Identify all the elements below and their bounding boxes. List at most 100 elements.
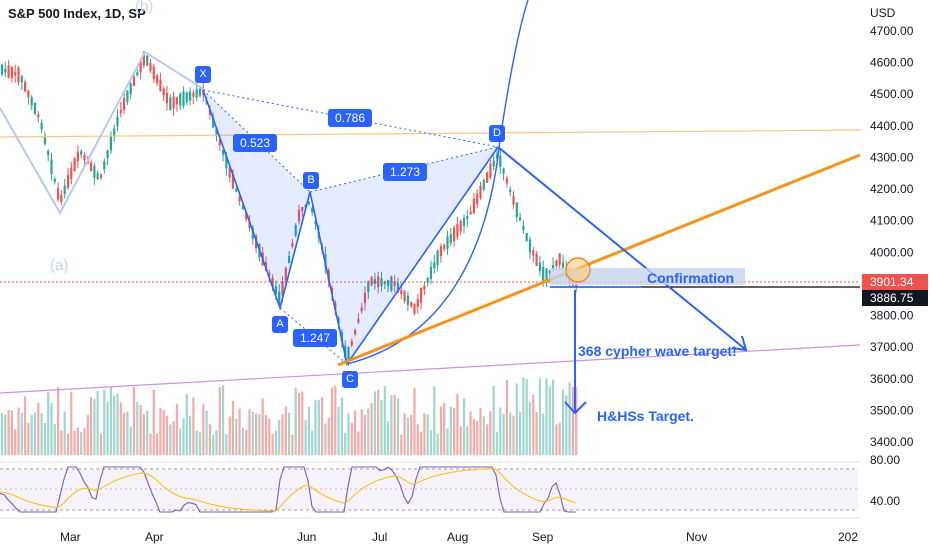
- price-tick: 4300.00: [870, 150, 914, 164]
- candle-body: [344, 345, 347, 358]
- candle-body: [548, 269, 551, 274]
- price-axis: 4700.00 4600.00 4500.00 4400.00 4300.00 4200.…: [870, 24, 914, 449]
- candle-body: [489, 163, 492, 178]
- candle-body: [288, 256, 291, 263]
- candle-body: [14, 72, 17, 76]
- candle-body: [383, 281, 386, 284]
- candle-body: [476, 193, 479, 205]
- candle-body: [429, 266, 433, 279]
- volume-bar: [400, 434, 403, 455]
- candle-body: [387, 280, 390, 287]
- candle-body: [443, 244, 446, 250]
- candle-body: [139, 60, 142, 73]
- volume-bar: [17, 407, 20, 455]
- candle-body: [363, 292, 367, 304]
- volume-bar: [99, 433, 103, 455]
- volume-bar: [241, 427, 244, 455]
- candle-body: [218, 139, 221, 146]
- candle-body: [314, 221, 317, 225]
- volume-bar: [136, 402, 139, 455]
- volume-bar: [423, 413, 426, 455]
- point-x[interactable]: X: [195, 66, 211, 83]
- volume-bar: [24, 396, 27, 455]
- candle-body: [406, 295, 409, 306]
- candle-body: [116, 116, 119, 127]
- point-a[interactable]: A: [272, 316, 288, 333]
- volume-bar: [198, 432, 202, 455]
- candle-body: [311, 208, 314, 213]
- volume-bar: [327, 417, 330, 455]
- candle-body: [515, 202, 518, 218]
- volume-bar: [304, 420, 307, 455]
- volume-bar: [37, 402, 40, 455]
- candle-body: [354, 329, 357, 335]
- falling-projection: [497, 146, 746, 350]
- candle-body: [294, 225, 297, 236]
- candle-body: [175, 97, 178, 105]
- volume-bar: [235, 418, 238, 455]
- volume-bar: [449, 406, 452, 455]
- volume-bar: [281, 414, 284, 455]
- volume-bar: [571, 387, 574, 455]
- volume-bar: [360, 409, 363, 455]
- volume-bar: [205, 410, 208, 455]
- candle-body: [57, 188, 60, 200]
- volume-bar: [109, 386, 112, 455]
- volume-bar: [10, 410, 13, 455]
- volume-bar: [311, 430, 314, 455]
- wave-label-b: (b): [135, 0, 154, 15]
- chart-title: S&P 500 Index, 1D, SP: [8, 6, 146, 21]
- volume-bar: [83, 428, 86, 455]
- candle-body: [482, 180, 485, 190]
- candle-body: [80, 151, 83, 155]
- candle-body: [367, 281, 370, 292]
- volume-bar: [245, 429, 248, 455]
- ratio-bd: 1.273: [383, 163, 428, 181]
- volume-bar: [344, 432, 347, 455]
- volume-bar: [152, 389, 155, 455]
- volume-bar: [169, 424, 172, 455]
- candle-body: [357, 318, 360, 323]
- candle-body: [146, 55, 149, 66]
- volume-bar: [27, 423, 30, 455]
- volume-bar: [60, 430, 63, 455]
- candle-body: [449, 234, 452, 244]
- volume-bar: [410, 415, 413, 455]
- candle-body: [284, 267, 287, 281]
- volume-bar: [53, 424, 56, 455]
- time-tick-sep: Sep: [532, 530, 554, 544]
- candle-body: [30, 96, 33, 106]
- volume-bar: [113, 395, 116, 455]
- candle-body: [222, 149, 225, 155]
- candle-body: [390, 276, 393, 291]
- volume-bar: [132, 387, 136, 455]
- volume-bar: [334, 385, 337, 455]
- volume-bar: [377, 389, 380, 455]
- volume-bar: [453, 408, 456, 455]
- point-d[interactable]: D: [489, 125, 505, 142]
- hhs-target-label: H&HSs Target.: [597, 408, 694, 424]
- rsi-tick-40: 40.00: [870, 494, 900, 508]
- candle-body: [561, 262, 565, 268]
- volume-bar: [126, 411, 129, 455]
- ratio-xb: 0.523: [233, 134, 278, 152]
- candle-body: [142, 52, 145, 66]
- price-tick: 4700.00: [870, 24, 914, 38]
- volume-bar: [363, 414, 367, 455]
- candle-body: [40, 122, 43, 130]
- volume-bar: [208, 424, 211, 455]
- candle-body: [169, 97, 172, 110]
- price-tick: 4200.00: [870, 182, 914, 196]
- candle-body: [0, 64, 4, 75]
- candle-body: [433, 262, 436, 269]
- candle-body: [106, 150, 109, 159]
- candle-body: [575, 283, 578, 287]
- candle-body: [228, 167, 231, 178]
- time-tick-jul: Jul: [372, 530, 387, 544]
- point-c[interactable]: C: [342, 371, 358, 388]
- support-trendline: [0, 344, 861, 394]
- point-b[interactable]: B: [303, 172, 319, 189]
- candle-body: [505, 178, 508, 184]
- candle-body: [552, 264, 555, 270]
